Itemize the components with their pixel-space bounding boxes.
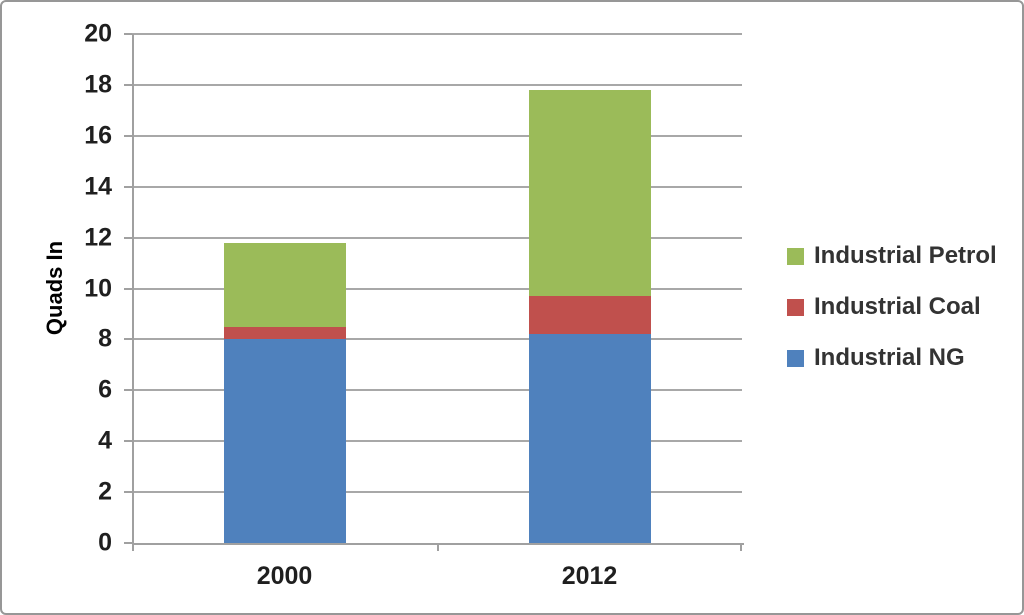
gridline: [132, 236, 742, 239]
gridline: [132, 440, 742, 443]
x-axis-line: [132, 543, 744, 545]
y-tick-label: 16: [84, 121, 112, 150]
legend-item[interactable]: Industrial Petrol: [787, 240, 997, 272]
x-category-label: 2000: [256, 562, 313, 590]
legend-label: Industrial NG: [814, 344, 965, 371]
legend-swatch-icon: [787, 349, 804, 367]
y-tick-label: 2: [98, 477, 112, 506]
gridline: [132, 287, 742, 290]
bar-segment[interactable]: [528, 296, 651, 335]
legend-label: Industrial Petrol: [814, 242, 997, 269]
y-axis-tick: [124, 134, 132, 137]
gridline: [132, 185, 742, 188]
y-axis-tick: [124, 83, 132, 86]
y-axis-tick: [124, 338, 132, 341]
gridline: [132, 491, 742, 494]
gridline: [132, 33, 742, 35]
y-tick-label: 18: [84, 70, 112, 99]
y-axis-line: [132, 34, 134, 545]
bar-segment[interactable]: [223, 339, 346, 543]
legend-item[interactable]: Industrial NG: [787, 342, 997, 374]
gridline: [132, 338, 742, 341]
y-tick-label: 12: [84, 223, 112, 252]
legend-item[interactable]: Industrial Coal: [787, 291, 997, 323]
legend-swatch-icon: [787, 298, 804, 316]
x-axis-tick: [437, 543, 439, 551]
y-axis-tick: [124, 236, 132, 239]
gridline: [132, 389, 742, 392]
legend: Industrial Petrol Industrial Coal Industri…: [787, 240, 997, 374]
y-axis-tick: [124, 185, 132, 188]
gridline: [132, 134, 742, 137]
y-tick-label: 20: [84, 19, 112, 48]
bar-segment[interactable]: [223, 326, 346, 340]
y-axis-tick: [124, 33, 132, 35]
y-axis-tick: [124, 287, 132, 290]
y-axis-tick: [124, 389, 132, 392]
bar-segment[interactable]: [528, 334, 651, 543]
gridline: [132, 83, 742, 86]
y-tick-label: 14: [84, 172, 112, 201]
legend-swatch-icon: [787, 247, 804, 265]
y-tick-label: 6: [98, 375, 112, 404]
bar-2000: [223, 34, 346, 543]
y-axis-tick: [124, 491, 132, 494]
y-tick-label: 8: [98, 324, 112, 353]
legend-label: Industrial Coal: [814, 293, 981, 320]
y-axis-tick: [124, 542, 132, 544]
y-tick-label: 0: [98, 528, 112, 557]
x-axis-tick: [740, 543, 742, 551]
y-tick-label: 10: [84, 274, 112, 302]
plot-area: [124, 33, 742, 551]
y-tick-label: 4: [98, 426, 112, 455]
bar-segment[interactable]: [528, 90, 651, 297]
bar-2012: [528, 34, 651, 543]
bar-segment[interactable]: [223, 242, 346, 327]
y-axis-tick: [124, 440, 132, 443]
x-category-label: 2012: [561, 562, 618, 590]
x-axis-tick: [132, 543, 134, 551]
